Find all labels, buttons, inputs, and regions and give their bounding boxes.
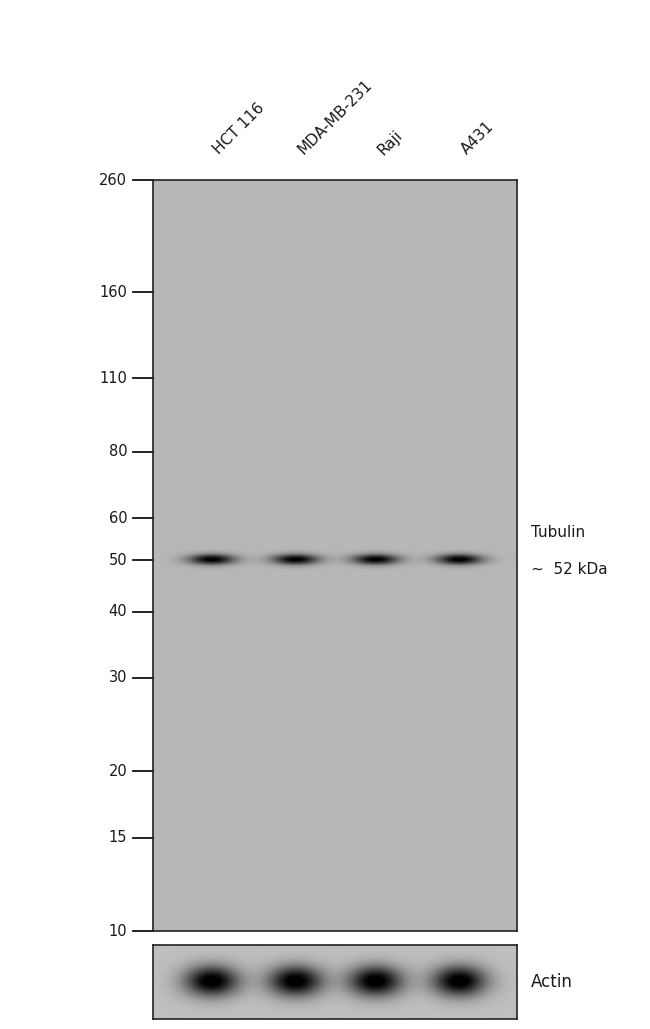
Text: 160: 160 (99, 284, 127, 299)
Text: A431: A431 (458, 119, 497, 157)
Text: HCT 116: HCT 116 (211, 101, 268, 157)
Text: 260: 260 (99, 173, 127, 187)
Text: ~  52 kDa: ~ 52 kDa (531, 563, 608, 577)
Text: 50: 50 (109, 553, 127, 568)
Text: 40: 40 (109, 604, 127, 619)
Text: 110: 110 (99, 370, 127, 386)
Text: 15: 15 (109, 830, 127, 845)
Text: 10: 10 (109, 924, 127, 938)
Text: Actin: Actin (531, 972, 573, 991)
Text: 20: 20 (109, 764, 127, 779)
Text: Raji: Raji (375, 127, 406, 157)
Text: MDA-MB-231: MDA-MB-231 (294, 77, 375, 157)
Text: Tubulin: Tubulin (531, 525, 586, 540)
Text: 80: 80 (109, 445, 127, 459)
Text: 30: 30 (109, 671, 127, 685)
Text: 60: 60 (109, 510, 127, 526)
